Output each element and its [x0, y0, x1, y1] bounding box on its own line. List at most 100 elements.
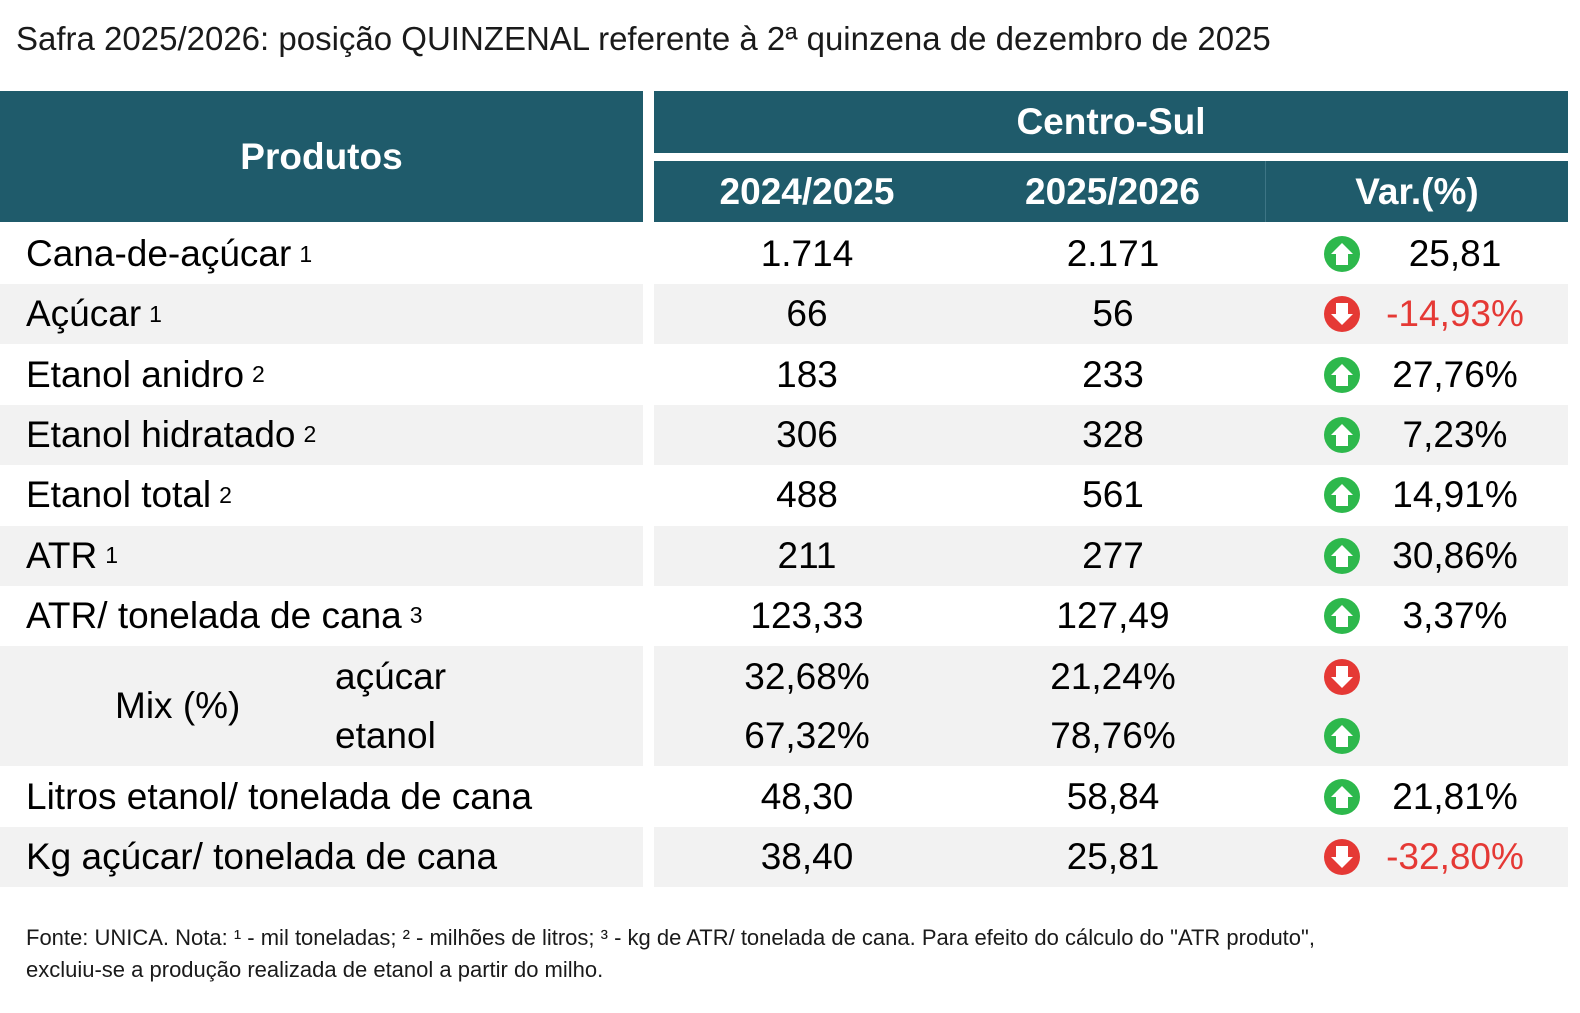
- value-2025-2026: 277: [1082, 534, 1144, 576]
- product-label: Etanol anidro: [26, 353, 245, 395]
- footnote-marker: 2: [252, 361, 265, 388]
- arrow-down-icon: [1322, 284, 1362, 344]
- header-region-label: Centro-Sul: [1016, 101, 1206, 142]
- value-2024-2025: 306: [776, 413, 838, 455]
- value-2025-2026: 56: [1092, 293, 1134, 335]
- table-row: Kg açúcar/ tonelada de cana 38,40 25,81 -32…: [0, 827, 1568, 887]
- variation-value: 3,37%: [1402, 594, 1508, 636]
- table-row: Etanol hidratado 2 306 328 7,23%: [0, 404, 1568, 465]
- row-bg-right: [654, 827, 1568, 887]
- table-row: ATR/ tonelada de cana 3 123,33 127,49 3,37%: [0, 586, 1568, 646]
- header-produtos-label: Produtos: [240, 135, 403, 177]
- header-col-y2: 2025/2026: [960, 161, 1265, 222]
- product-label: ATR: [26, 534, 98, 576]
- product-name: Cana-de-açúcar 1: [26, 224, 312, 284]
- value-2025-2026: 25,81: [1066, 836, 1160, 877]
- variation-value: -14,93%: [1386, 293, 1524, 335]
- row-bg-right: [654, 525, 1568, 586]
- product-name: Litros etanol/ tonelada de cana: [26, 767, 532, 827]
- footer-line-2: excluiu-se a produção realizada de etano…: [26, 957, 604, 982]
- footnote-marker: 1: [149, 300, 162, 327]
- table-row: Litros etanol/ tonelada de cana 48,30 58,8…: [0, 767, 1568, 827]
- variation-value: 30,86%: [1392, 534, 1518, 576]
- footnote-marker: 1: [299, 240, 313, 267]
- table-row: Açúcar 1 66 56 -14,93%: [0, 284, 1568, 345]
- mix-acucar-y1: 32,68%: [744, 656, 870, 697]
- mix-row: Mix (%) açúcar etanol 32,68% 21,24% 67,3…: [0, 646, 1568, 766]
- page-title: Safra 2025/2026: posição QUINZENAL refer…: [16, 20, 1271, 57]
- footer-note: Fonte: UNICA. Nota: ¹ - mil toneladas; ²…: [26, 922, 1566, 986]
- mix-label: Mix (%): [115, 685, 241, 726]
- product-name: Etanol anidro 2: [26, 345, 265, 405]
- mix-etanol-y2: 78,76%: [1050, 715, 1176, 756]
- arrow-up-icon: [1322, 706, 1362, 766]
- footer-line-1: Fonte: UNICA. Nota: ¹ - mil toneladas; ²…: [26, 925, 1315, 950]
- value-2025-2026: 2.171: [1066, 233, 1160, 274]
- variation-value: 25,81: [1408, 233, 1502, 274]
- footnote-marker: 2: [219, 481, 232, 508]
- mix-row-bg-right: [654, 646, 1568, 766]
- variation-value: 7,23%: [1402, 413, 1508, 455]
- header-col-var: Var.(%): [1266, 161, 1568, 222]
- footnote-marker: 1: [105, 542, 119, 568]
- value-2024-2025: 183: [776, 353, 838, 395]
- table-row: Etanol anidro 2 183 233 27,76%: [0, 345, 1568, 405]
- value-2025-2026: 233: [1082, 353, 1144, 395]
- product-label: Litros etanol/ tonelada de cana: [26, 776, 533, 817]
- arrow-down-icon: [1322, 646, 1362, 708]
- footnote-marker: 3: [409, 602, 423, 629]
- header-col-y2-label: 2025/2026: [1025, 170, 1200, 212]
- mix-etanol-y1: 67,32%: [744, 715, 870, 756]
- product-name: Etanol hidratado 2: [26, 405, 316, 465]
- product-name: Açúcar 1: [26, 284, 162, 344]
- arrow-up-icon: [1322, 767, 1362, 827]
- variation-value: -32,80%: [1386, 836, 1524, 877]
- row-bg-left: [0, 284, 643, 345]
- value-2024-2025: 66: [786, 293, 828, 335]
- product-name: Kg açúcar/ tonelada de cana: [26, 827, 497, 887]
- arrow-up-icon: [1322, 586, 1362, 646]
- value-2025-2026: 328: [1082, 413, 1144, 455]
- product-label: Etanol hidratado: [26, 413, 296, 455]
- header-col-var-label: Var.(%): [1355, 170, 1479, 212]
- value-2024-2025: 123,33: [750, 594, 864, 636]
- value-2024-2025: 211: [777, 534, 837, 576]
- footnote-marker: 2: [303, 421, 317, 448]
- header-divider: [1265, 161, 1266, 222]
- product-name: Etanol total 2: [26, 465, 232, 525]
- mix-etanol-label: etanol: [335, 715, 436, 756]
- row-bg-left: [0, 525, 643, 586]
- mix-row-bg-left: [0, 646, 643, 766]
- value-2025-2026: 561: [1082, 474, 1144, 516]
- row-bg-left: [0, 827, 643, 887]
- arrow-down-icon: [1322, 827, 1362, 887]
- product-label: Etanol total: [26, 474, 212, 516]
- product-label: Cana-de-açúcar: [26, 233, 292, 274]
- table-row: ATR 1 211 277 30,86%: [0, 525, 1568, 586]
- product-name: ATR/ tonelada de cana 3: [26, 586, 423, 646]
- value-2025-2026: 127,49: [1056, 594, 1170, 636]
- value-2024-2025: 38,40: [760, 836, 854, 877]
- row-bg-right: [654, 404, 1568, 465]
- arrow-up-icon: [1322, 405, 1362, 465]
- table-row: Etanol total 2 488 561 14,91%: [0, 465, 1568, 525]
- table-row: Cana-de-açúcar 1 1.714 2.171 25,81: [0, 224, 1568, 284]
- value-2024-2025: 1.714: [760, 233, 854, 274]
- arrow-up-icon: [1322, 345, 1362, 405]
- mix-acucar-label: açúcar: [335, 656, 447, 697]
- variation-value: 14,91%: [1392, 474, 1518, 516]
- mix-acucar-y2: 21,24%: [1050, 656, 1176, 697]
- variation-value: 21,81%: [1392, 776, 1518, 817]
- product-name: ATR 1: [26, 526, 118, 586]
- arrow-up-icon: [1322, 224, 1362, 284]
- arrow-up-icon: [1322, 465, 1362, 525]
- row-bg-right: [654, 284, 1568, 345]
- header-produtos: Produtos: [0, 91, 643, 222]
- product-label: Açúcar: [26, 293, 142, 335]
- row-bg-left: [0, 404, 643, 465]
- header-region: Centro-Sul: [654, 91, 1568, 153]
- header-col-y1: 2024/2025: [654, 161, 960, 222]
- value-2025-2026: 58,84: [1066, 776, 1160, 817]
- variation-value: 27,76%: [1392, 353, 1518, 395]
- header-col-y1-label: 2024/2025: [719, 170, 895, 212]
